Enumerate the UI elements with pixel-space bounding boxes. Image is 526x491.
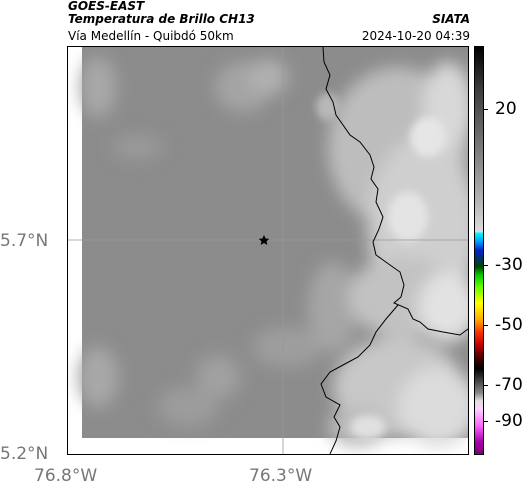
border-line-south: [320, 304, 399, 454]
colorbar: [474, 46, 484, 455]
x-tick-76-3: 76.3°W: [249, 466, 313, 486]
timestamp-label: 2024-10-20 04:39: [361, 29, 470, 43]
region-label: Vía Medellín - Quibdó 50km: [68, 29, 234, 43]
colorbar-tick: -50: [484, 315, 523, 335]
x-tick-76-8: 76.8°W: [34, 466, 98, 486]
colorbar-tick: -70: [484, 375, 523, 395]
border-line: [322, 47, 468, 336]
colorbar-tick: -90: [484, 411, 523, 431]
map-canvas: [68, 47, 468, 454]
satellite-map[interactable]: [67, 46, 469, 455]
agency-label: SIATA: [432, 12, 470, 26]
y-tick-5-2: 5.2°N: [0, 444, 49, 464]
satellite-title: GOES-EAST: [68, 0, 145, 13]
star-icon: [258, 235, 270, 245]
colorbar-tick: -30: [484, 255, 523, 275]
y-tick-5-7: 5.7°N: [0, 231, 49, 251]
colorbar-ticks: 20 -30 -50 -70 -90: [484, 46, 524, 455]
colorbar-tick: 20: [484, 99, 517, 119]
product-title: Temperatura de Brillo CH13: [68, 12, 255, 26]
